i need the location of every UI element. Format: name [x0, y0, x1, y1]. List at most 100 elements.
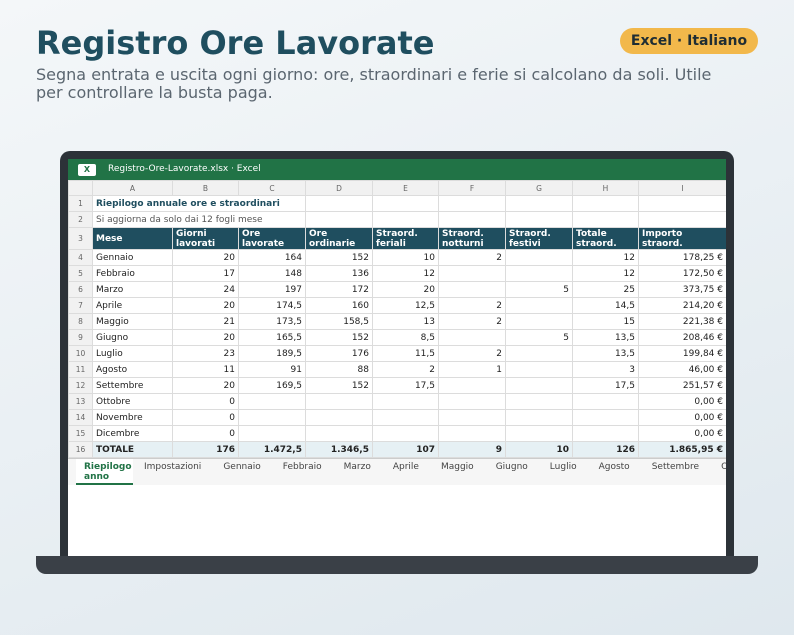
table-cell: 373,75 € [638, 281, 726, 298]
table-cell: 160 [305, 297, 373, 314]
table-cell [438, 329, 506, 346]
table-cell: 20 [372, 281, 439, 298]
sheet-tab[interactable]: Riepilogo anno [76, 459, 133, 485]
sheet-tab[interactable]: Marzo [343, 462, 371, 472]
sheet-tab[interactable]: Aprile [392, 462, 419, 472]
table-cell: 3 [572, 361, 639, 378]
sheet-tab[interactable]: Luglio [549, 462, 577, 472]
table-cell: Maggio [92, 313, 173, 330]
sheet-tab[interactable]: Impostazioni [144, 462, 202, 472]
table-cell: Luglio [92, 345, 173, 362]
column-letter: B [172, 180, 239, 196]
table-cell: 2 [438, 313, 506, 330]
row-number: 3 [68, 227, 93, 250]
title-bar: X Registro-Ore-Lavorate.xlsx · Excel [68, 159, 726, 180]
table-cell: 169,5 [238, 377, 306, 394]
table-cell [505, 249, 573, 266]
table-cell [238, 409, 306, 426]
sheet-tab[interactable]: Settembre [651, 462, 700, 472]
table-cell: Novembre [92, 409, 173, 426]
table-cell [438, 195, 506, 212]
table-cell: 136 [305, 265, 373, 282]
sheet-tab[interactable]: Agosto [598, 462, 630, 472]
sheet-tab[interactable]: Giugno [495, 462, 528, 472]
table-cell: Importo straord. [638, 227, 726, 250]
table-cell [438, 265, 506, 282]
column-letter: G [505, 180, 573, 196]
table-cell: 91 [238, 361, 306, 378]
table-cell: 199,84 € [638, 345, 726, 362]
badge: Excel · Italiano [620, 28, 758, 54]
table-cell: 20 [172, 329, 239, 346]
row-number: 4 [68, 249, 93, 266]
table-cell [438, 393, 506, 410]
table-cell: 5 [505, 281, 573, 298]
table-row: 9 Giugno 20 165,5 152 8,5 5 13,5 208,46 € [68, 329, 726, 346]
table-cell [438, 377, 506, 394]
sheet-tab[interactable]: Gennaio [223, 462, 261, 472]
table-cell: 46,00 € [638, 361, 726, 378]
column-letter: H [572, 180, 639, 196]
table-cell: 165,5 [238, 329, 306, 346]
table-cell: 178,25 € [638, 249, 726, 266]
corner-cell [68, 180, 93, 196]
row-number: 1 [68, 195, 93, 212]
table-cell [505, 195, 573, 212]
sheet-tab[interactable]: Ottobre [721, 462, 726, 472]
app-icon: X [78, 164, 96, 176]
table-cell: 12 [372, 265, 439, 282]
table-cell: 1 [438, 361, 506, 378]
table-cell: Riepilogo annuale ore e straordinari [92, 195, 306, 212]
table-cell: 176 [172, 441, 239, 458]
table-cell [372, 409, 439, 426]
table-cell [505, 345, 573, 362]
spreadsheet: A B C D E F G H I 1 Riepilogo annuale ore e straor… [68, 180, 726, 458]
table-cell: 0,00 € [638, 393, 726, 410]
table-cell: 221,38 € [638, 313, 726, 330]
table-row: 15 Dicembre 0 0,00 € [68, 425, 726, 442]
table-cell: 23 [172, 345, 239, 362]
table-cell: 14,5 [572, 297, 639, 314]
table-row: 4 Gennaio 20 164 152 10 2 12 178,25 € [68, 249, 726, 266]
table-cell: Si aggiorna da solo dai 12 fogli mese [92, 211, 306, 228]
table-cell: 107 [372, 441, 439, 458]
table-cell: Giorni lavorati [172, 227, 239, 250]
table-cell: Gennaio [92, 249, 173, 266]
row-number: 7 [68, 297, 93, 314]
table-cell: 11,5 [372, 345, 439, 362]
column-letter: E [372, 180, 439, 196]
table-cell [305, 211, 373, 228]
table-cell [505, 313, 573, 330]
table-cell: 173,5 [238, 313, 306, 330]
table-cell: 1.472,5 [238, 441, 306, 458]
column-letter: D [305, 180, 373, 196]
column-letter: I [638, 180, 726, 196]
table-cell [505, 297, 573, 314]
table-cell: 164 [238, 249, 306, 266]
table-cell [638, 195, 726, 212]
table-cell: Ore lavorate [238, 227, 306, 250]
table-cell: Agosto [92, 361, 173, 378]
table-row: 10 Luglio 23 189,5 176 11,5 2 13,5 199,84 € [68, 345, 726, 362]
table-cell: 11 [172, 361, 239, 378]
table-cell: 21 [172, 313, 239, 330]
page-title: Registro Ore Lavorate [36, 24, 435, 62]
sheet-tab[interactable]: Febbraio [282, 462, 322, 472]
table-row: 11 Agosto 11 91 88 2 1 3 46,00 € [68, 361, 726, 378]
page-subtitle: Segna entrata e uscita ogni giorno: ore,… [36, 65, 712, 102]
table-cell [238, 393, 306, 410]
table-cell [638, 211, 726, 228]
table-cell: 9 [438, 441, 506, 458]
table-cell: 10 [505, 441, 573, 458]
table-cell [505, 409, 573, 426]
table-cell: Ore ordinarie [305, 227, 373, 250]
row-number: 9 [68, 329, 93, 346]
table-cell: TOTALE [92, 441, 173, 458]
table-cell: 13 [372, 313, 439, 330]
table-cell [305, 393, 373, 410]
row-number: 2 [68, 211, 93, 228]
table-cell [505, 211, 573, 228]
table-cell: 0,00 € [638, 425, 726, 442]
sheet-tab[interactable]: Maggio [440, 462, 474, 472]
